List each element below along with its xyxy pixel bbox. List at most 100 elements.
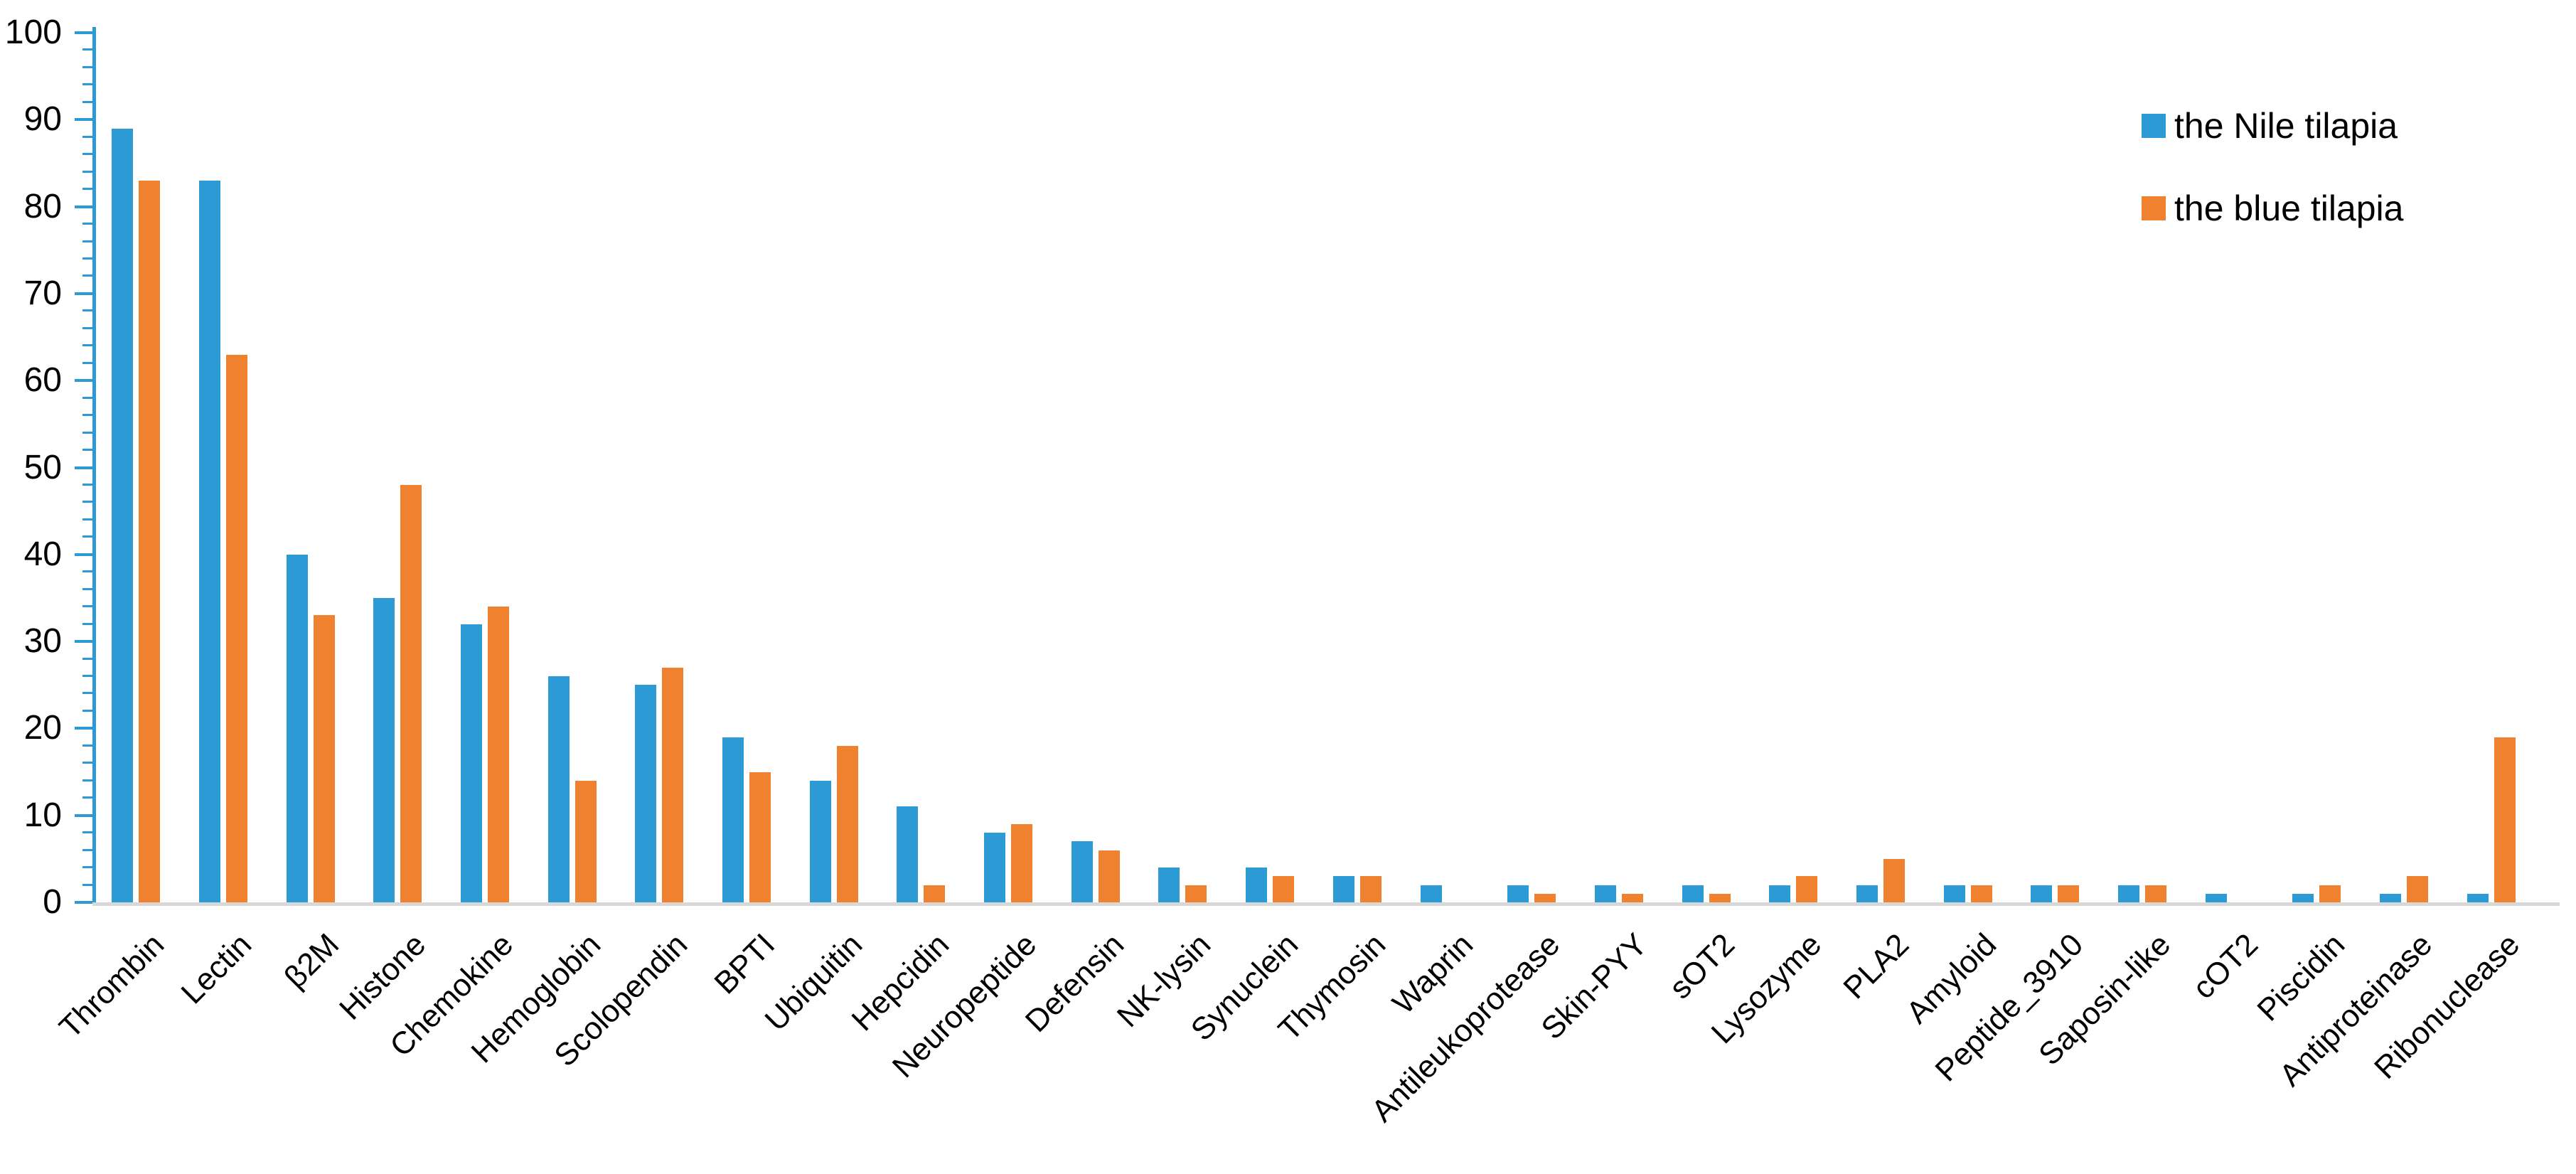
y-axis-major-tick bbox=[75, 292, 92, 295]
x-axis-label-pla2: PLA2 bbox=[1837, 927, 1916, 1006]
legend: the Nile tilapia the blue tilapia bbox=[2142, 105, 2403, 270]
y-axis-minor-tick bbox=[82, 431, 92, 434]
y-axis-minor-tick bbox=[82, 65, 92, 68]
y-axis-minor-tick bbox=[82, 83, 92, 86]
y-axis-minor-tick bbox=[82, 570, 92, 573]
bar-the-nile-tilapia-saposin-like bbox=[2117, 885, 2139, 902]
bar-the-nile-tilapia-hemoglobin bbox=[547, 676, 570, 902]
bar-the-nile-tilapia-chemokine bbox=[461, 624, 483, 902]
y-axis-minor-tick bbox=[82, 361, 92, 364]
bar-the-blue-tilapia-pla2 bbox=[1883, 858, 1905, 902]
bar-the-blue-tilapia-chemokine bbox=[488, 607, 510, 902]
legend-label-nile-tilapia: the Nile tilapia bbox=[2174, 106, 2398, 146]
bar-the-nile-tilapia-lectin bbox=[199, 180, 221, 902]
bar-the-nile-tilapia-synuclein bbox=[1246, 868, 1268, 902]
y-tick-label: 50 bbox=[23, 448, 62, 486]
y-axis-major-tick bbox=[75, 379, 92, 383]
bar-the-nile-tilapia-defensin bbox=[1071, 841, 1093, 902]
bar-the-blue-tilapia-saposin-like bbox=[2144, 885, 2166, 902]
x-axis-baseline bbox=[92, 902, 2560, 906]
y-axis-minor-tick bbox=[82, 657, 92, 660]
bar-the-nile-tilapia-bpti bbox=[722, 737, 744, 902]
bar-the-nile-tilapia-nk-lysin bbox=[1158, 868, 1180, 902]
y-axis-major-tick bbox=[75, 553, 92, 556]
y-axis-minor-tick bbox=[82, 622, 92, 625]
y-tick-label: 90 bbox=[23, 100, 62, 139]
y-axis-minor-tick bbox=[82, 762, 92, 764]
y-axis-minor-tick bbox=[82, 883, 92, 886]
y-tick-label: 0 bbox=[43, 883, 62, 921]
bar-the-blue-tilapia-scolopendin bbox=[662, 667, 684, 902]
bar-the-nile-tilapia-skin-pyy bbox=[1594, 885, 1616, 902]
y-axis-minor-tick bbox=[82, 396, 92, 399]
bar-the-nile-tilapia-cot2 bbox=[2205, 893, 2227, 902]
blue-tilapia-swatch-icon bbox=[2142, 196, 2166, 220]
y-axis-minor-tick bbox=[82, 692, 92, 695]
y-axis-major-tick bbox=[75, 466, 92, 469]
bar-the-blue-tilapia-defensin bbox=[1098, 850, 1120, 902]
y-axis-minor-tick bbox=[82, 188, 92, 191]
y-axis-minor-tick bbox=[82, 605, 92, 608]
bar-the-nile-tilapia-hepcidin bbox=[897, 806, 919, 902]
bar-the-nile-tilapia-ubiquitin bbox=[809, 780, 831, 902]
y-axis-minor-tick bbox=[82, 344, 92, 347]
y-axis-line bbox=[92, 27, 96, 905]
bar-the-blue-tilapia-ubiquitin bbox=[836, 745, 858, 902]
bar-the-nile-tilapia-antiproteinase bbox=[2379, 893, 2401, 902]
bar-the-blue-tilapia-2m bbox=[313, 615, 335, 902]
bar-the-blue-tilapia-thrombin bbox=[139, 180, 161, 902]
y-tick-label: 40 bbox=[23, 535, 62, 573]
y-axis-minor-tick bbox=[82, 100, 92, 103]
x-axis-label-thrombin: Thrombin bbox=[53, 927, 171, 1045]
y-axis-minor-tick bbox=[82, 796, 92, 799]
bar-the-nile-tilapia-scolopendin bbox=[635, 685, 657, 902]
y-axis-minor-tick bbox=[82, 744, 92, 747]
x-axis-label-cot2: cOT2 bbox=[2186, 927, 2265, 1006]
y-axis-minor-tick bbox=[82, 831, 92, 834]
y-axis-minor-tick bbox=[82, 675, 92, 678]
bar-the-blue-tilapia-antileukoprotease bbox=[1534, 893, 1556, 902]
y-axis-minor-tick bbox=[82, 518, 92, 521]
bar-the-nile-tilapia-lysozyme bbox=[1769, 885, 1791, 902]
y-axis-minor-tick bbox=[82, 257, 92, 260]
y-axis-minor-tick bbox=[82, 309, 92, 312]
y-axis-minor-tick bbox=[82, 326, 92, 329]
y-tick-label: 80 bbox=[23, 187, 62, 225]
y-axis-minor-tick bbox=[82, 449, 92, 452]
bar-the-blue-tilapia-lysozyme bbox=[1796, 876, 1818, 902]
bar-the-nile-tilapia-peptide-3910 bbox=[2031, 885, 2053, 902]
y-axis-minor-tick bbox=[82, 223, 92, 225]
y-axis-minor-tick bbox=[82, 709, 92, 712]
bar-the-nile-tilapia-pla2 bbox=[1856, 885, 1878, 902]
y-axis-minor-tick bbox=[82, 414, 92, 417]
bar-the-blue-tilapia-sot2 bbox=[1709, 893, 1731, 902]
y-axis-minor-tick bbox=[82, 535, 92, 538]
x-axis-label-bpti: BPTI bbox=[707, 927, 782, 1001]
bar-the-blue-tilapia-hemoglobin bbox=[574, 780, 597, 902]
y-tick-label: 60 bbox=[23, 361, 62, 400]
y-tick-label: 70 bbox=[23, 274, 62, 312]
bar-the-blue-tilapia-lectin bbox=[226, 354, 248, 902]
x-axis-label-antiproteinase: Antiproteinase bbox=[2272, 927, 2439, 1094]
y-axis-major-tick bbox=[75, 205, 92, 208]
bar-the-nile-tilapia-sot2 bbox=[1682, 885, 1704, 902]
bar-the-nile-tilapia-antileukoprotease bbox=[1507, 885, 1529, 902]
bar-the-nile-tilapia-thrombin bbox=[112, 128, 134, 902]
bar-the-blue-tilapia-amyloid bbox=[1970, 885, 1992, 902]
y-axis-minor-tick bbox=[82, 779, 92, 781]
nile-tilapia-swatch-icon bbox=[2142, 114, 2166, 138]
bar-the-blue-tilapia-ribonuclease bbox=[2494, 737, 2516, 902]
y-axis-minor-tick bbox=[82, 153, 92, 156]
bar-the-blue-tilapia-peptide-3910 bbox=[2058, 885, 2080, 902]
bar-the-nile-tilapia-piscidin bbox=[2292, 893, 2314, 902]
bar-the-blue-tilapia-bpti bbox=[749, 772, 771, 902]
y-axis-major-tick bbox=[75, 727, 92, 730]
bar-the-nile-tilapia-2m bbox=[286, 554, 308, 902]
bar-the-blue-tilapia-histone bbox=[400, 484, 422, 902]
x-axis-label-2m: β2M bbox=[277, 927, 346, 996]
y-axis-minor-tick bbox=[82, 587, 92, 590]
bar-the-blue-tilapia-piscidin bbox=[2319, 885, 2341, 902]
y-axis-major-tick bbox=[75, 640, 92, 644]
bar-the-nile-tilapia-amyloid bbox=[1943, 885, 1965, 902]
bar-the-blue-tilapia-synuclein bbox=[1273, 876, 1295, 902]
